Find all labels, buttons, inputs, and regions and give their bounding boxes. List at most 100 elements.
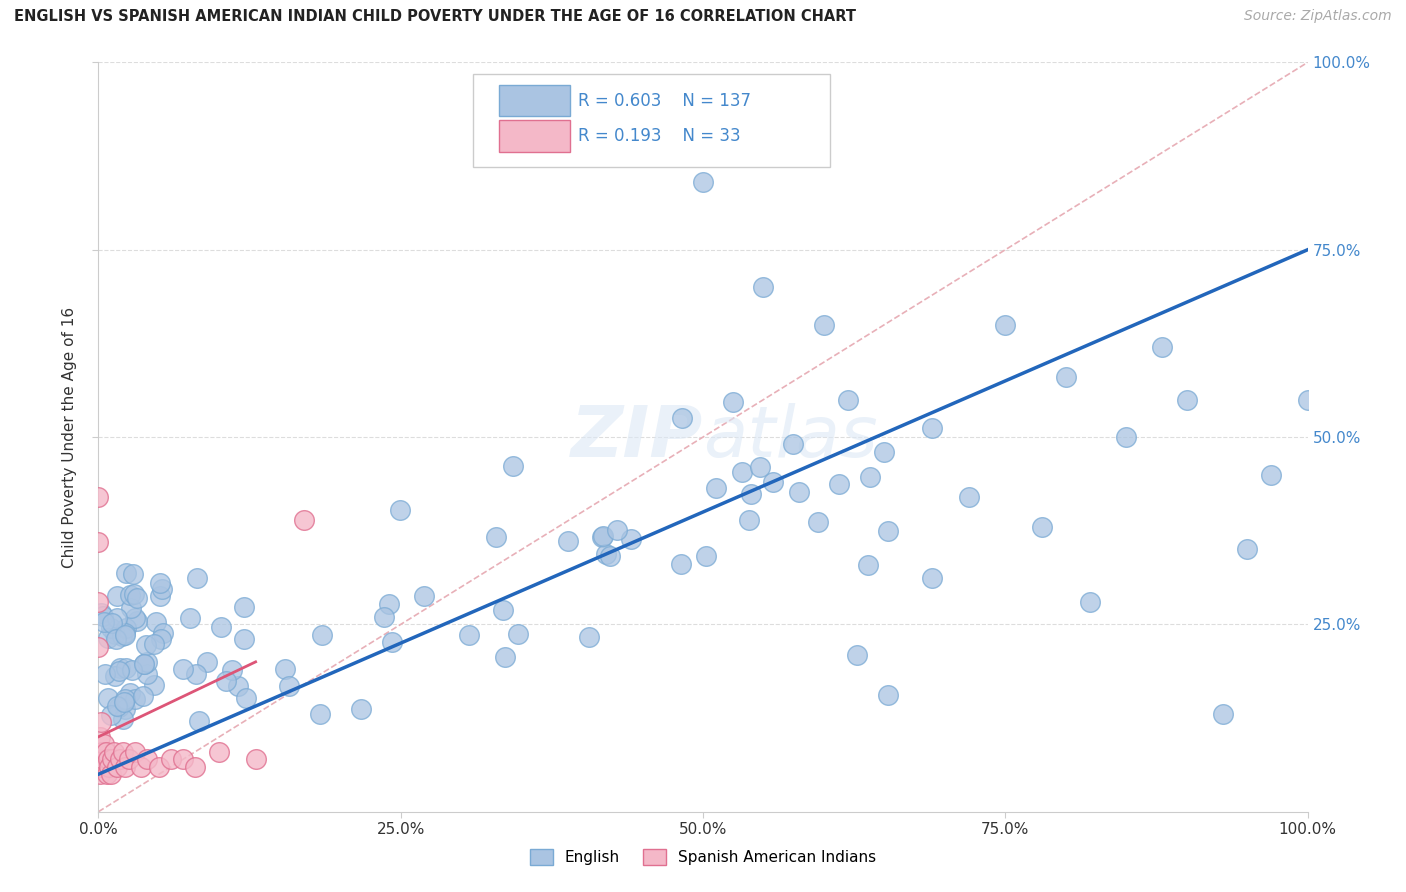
Point xyxy=(115,566,138,580)
Point xyxy=(813,318,835,332)
Point xyxy=(494,649,516,664)
Point xyxy=(104,669,127,683)
Point xyxy=(1031,520,1053,534)
Point xyxy=(87,640,110,654)
Point xyxy=(120,600,142,615)
Text: atlas: atlas xyxy=(703,402,877,472)
Point xyxy=(508,627,530,641)
FancyBboxPatch shape xyxy=(499,85,569,116)
Point xyxy=(179,611,201,625)
Point xyxy=(114,692,136,706)
Point xyxy=(172,662,194,676)
Point xyxy=(731,465,754,479)
Point xyxy=(122,566,145,581)
Point xyxy=(111,745,134,759)
Legend: English, Spanish American Indians: English, Spanish American Indians xyxy=(523,843,883,871)
Text: R = 0.193    N = 33: R = 0.193 N = 33 xyxy=(578,127,741,145)
Point xyxy=(1212,707,1234,722)
Point xyxy=(994,318,1017,332)
Point xyxy=(127,614,149,628)
Point xyxy=(87,535,110,549)
Point xyxy=(599,549,621,563)
Point xyxy=(740,487,762,501)
Point xyxy=(1236,542,1258,557)
Point xyxy=(749,459,772,474)
Point xyxy=(620,532,643,546)
Point xyxy=(188,714,211,729)
Point xyxy=(845,648,868,662)
Point xyxy=(738,513,761,527)
Point xyxy=(89,767,111,781)
Point xyxy=(101,615,124,630)
Point xyxy=(214,673,236,688)
Point xyxy=(226,679,249,693)
Point xyxy=(807,515,830,529)
Point xyxy=(145,615,167,629)
Point xyxy=(1152,340,1174,354)
FancyBboxPatch shape xyxy=(474,74,830,168)
Point xyxy=(114,760,136,774)
Point xyxy=(232,600,254,615)
Point xyxy=(120,588,142,602)
Point xyxy=(1054,370,1077,384)
Point xyxy=(132,657,155,671)
Point xyxy=(135,752,157,766)
Point xyxy=(160,752,183,766)
Point xyxy=(91,609,114,624)
Point xyxy=(122,587,145,601)
Point xyxy=(129,760,152,774)
Point xyxy=(100,767,122,781)
Point xyxy=(578,630,600,644)
Point xyxy=(114,661,136,675)
Point xyxy=(412,589,434,603)
Point xyxy=(782,436,804,450)
Point xyxy=(87,595,110,609)
Point xyxy=(112,695,135,709)
Point xyxy=(557,533,579,548)
Point xyxy=(132,689,155,703)
Point xyxy=(90,714,112,729)
Point xyxy=(105,611,128,625)
Point xyxy=(114,628,136,642)
Point xyxy=(103,745,125,759)
Point xyxy=(235,691,257,706)
Point xyxy=(120,686,142,700)
Point xyxy=(149,589,172,603)
FancyBboxPatch shape xyxy=(499,120,569,152)
Point xyxy=(98,760,121,774)
Point xyxy=(492,603,515,617)
Point xyxy=(91,745,114,759)
Point xyxy=(350,701,373,715)
Point xyxy=(378,597,401,611)
Point xyxy=(591,531,613,545)
Point xyxy=(124,691,146,706)
Point xyxy=(232,632,254,646)
Text: ZIP: ZIP xyxy=(571,402,703,472)
Point xyxy=(595,548,617,562)
Point xyxy=(208,745,231,759)
Point xyxy=(877,524,900,539)
Point xyxy=(873,445,896,459)
Point xyxy=(115,621,138,635)
Point xyxy=(209,620,232,634)
Point xyxy=(274,662,297,676)
Y-axis label: Child Poverty Under the Age of 16: Child Poverty Under the Age of 16 xyxy=(62,307,77,567)
Point xyxy=(787,485,810,500)
Point xyxy=(373,610,395,624)
Point xyxy=(957,490,980,504)
Point xyxy=(671,558,693,572)
Point xyxy=(134,657,156,672)
Point xyxy=(107,664,129,678)
Point xyxy=(136,667,159,681)
Point xyxy=(89,730,111,744)
Point xyxy=(152,625,174,640)
Text: R = 0.603    N = 137: R = 0.603 N = 137 xyxy=(578,92,751,110)
Point xyxy=(97,690,120,705)
Point xyxy=(592,529,614,543)
Point xyxy=(97,632,120,646)
Point xyxy=(195,655,218,669)
Point xyxy=(921,420,943,434)
Point xyxy=(111,712,134,726)
Point xyxy=(121,663,143,677)
Point xyxy=(87,490,110,504)
